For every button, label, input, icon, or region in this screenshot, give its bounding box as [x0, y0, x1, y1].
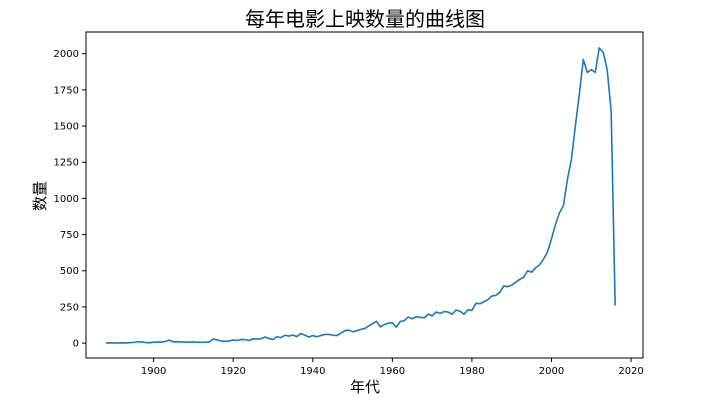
- y-axis-label: 数量: [31, 181, 49, 211]
- y-tick-label: 750: [60, 230, 79, 241]
- series-line-0: [105, 47, 616, 344]
- x-tick-label: 1920: [220, 366, 245, 377]
- x-tick-label: 1960: [380, 366, 405, 377]
- x-tick-label: 1940: [300, 366, 325, 377]
- y-tick-label: 250: [60, 302, 79, 313]
- x-tick-label: 1980: [459, 366, 484, 377]
- x-tick-label: 1900: [141, 366, 166, 377]
- x-axis: 1900 1920 1940 1960 1980 2000 2020: [141, 358, 644, 377]
- y-tick-label: 1750: [54, 85, 79, 96]
- y-axis: 0 250 500 750 1000 1250 1500 1750 2000: [54, 49, 86, 350]
- y-tick-label: 1000: [54, 194, 79, 205]
- chart-title: 每年电影上映数量的曲线图: [245, 7, 485, 31]
- y-tick-label: 500: [60, 266, 79, 277]
- x-tick-label: 2020: [618, 366, 643, 377]
- y-tick-label: 2000: [54, 49, 79, 60]
- y-tick-label: 1250: [54, 158, 79, 169]
- y-tick-label: 1500: [54, 122, 79, 133]
- plot-background: [86, 32, 643, 358]
- x-axis-label: 年代: [350, 378, 380, 396]
- plot-frame: [85, 31, 644, 359]
- x-tick-label: 2000: [539, 366, 564, 377]
- y-tick-label: 0: [73, 339, 79, 350]
- series-group: [105, 47, 616, 344]
- plot-area: [85, 31, 644, 359]
